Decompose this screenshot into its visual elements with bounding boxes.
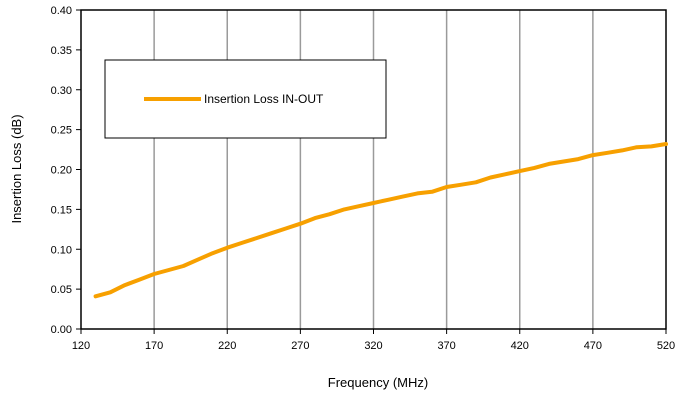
x-tick-label: 520 [657,340,675,352]
y-axis-title: Insertion Loss (dB) [9,114,24,223]
legend-label: Insertion Loss IN-OUT [204,92,324,106]
axis-ticks [76,9,667,334]
x-tick-label: 170 [145,340,163,352]
x-tick-label: 370 [437,340,455,352]
y-tick-label: 0.05 [51,284,72,296]
y-tick-labels: 0.00 0.05 0.10 0.15 0.20 0.25 0.30 0.35 0.40 [51,5,72,336]
y-tick-label: 0.00 [51,324,72,336]
x-tick-label: 270 [291,340,309,352]
y-tick-label: 0.10 [51,244,72,256]
x-tick-label: 120 [72,340,90,352]
y-tick-label: 0.25 [51,125,72,137]
x-tick-label: 420 [511,340,529,352]
y-tick-label: 0.40 [51,5,72,17]
x-tick-label: 220 [218,340,236,352]
y-tick-label: 0.20 [51,165,72,177]
series-layer [93,142,668,299]
x-tick-label: 320 [364,340,382,352]
legend: Insertion Loss IN-OUT [104,59,387,139]
y-tick-label: 0.30 [51,85,72,97]
x-tick-labels: 120 170 220 270 320 370 420 470 520 [72,340,675,352]
series-line-insertion-loss [93,142,668,299]
x-axis-title: Frequency (MHz) [328,375,428,390]
x-tick-label: 470 [584,340,602,352]
y-tick-label: 0.15 [51,204,72,216]
y-tick-label: 0.35 [51,45,72,57]
